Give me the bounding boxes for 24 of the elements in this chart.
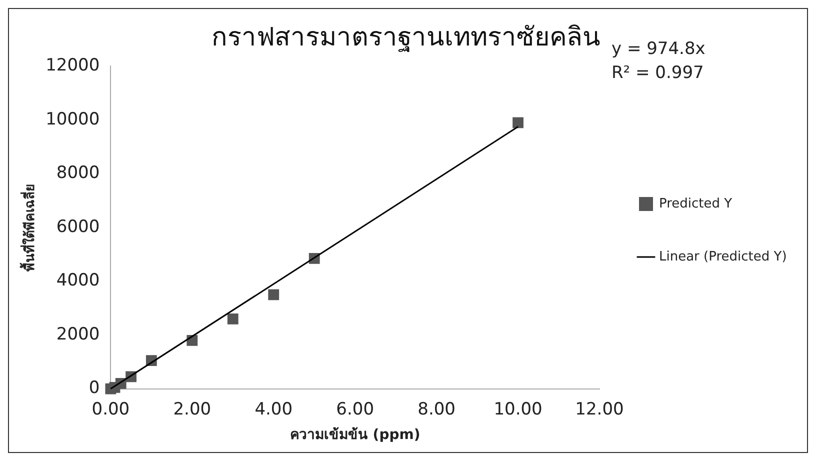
y-axis-title: พื้นที่ใต้พีคเฉลี่ย	[19, 184, 38, 272]
x-tick-label: 12.00	[575, 399, 624, 420]
y-tick-label: 4000	[56, 270, 100, 291]
y-tick-label: 0	[88, 378, 100, 398]
y-tick-label: 2000	[56, 324, 100, 344]
point	[227, 313, 238, 324]
y-tick-label: 8000	[56, 163, 100, 184]
legend-label: Predicted Y	[659, 196, 732, 212]
chart-title: กราฟสารมาตราฐานเททราซัยคลิน	[212, 22, 600, 52]
y-tick-label: 6000	[56, 216, 100, 237]
text: R² = 0.997	[612, 63, 704, 83]
x-tick-label: 8.00	[418, 399, 456, 420]
point	[268, 289, 280, 300]
x-tick-label: 6.00	[336, 399, 374, 420]
point	[512, 117, 524, 128]
x-tick-label: 0.00	[92, 399, 130, 420]
x-tick-label: 10.00	[494, 399, 542, 420]
x-tick-label: 4.00	[254, 399, 293, 420]
y-tick-label: 12000	[46, 56, 100, 76]
y-tick-label: 10000	[46, 109, 100, 130]
legend-label: Linear (Predicted Y)	[659, 249, 787, 264]
text: y = 974.8x	[612, 39, 706, 59]
x-tick-label: 2.00	[173, 399, 212, 420]
x-axis-title: ความเข้มข้น (ppm)	[290, 427, 420, 444]
